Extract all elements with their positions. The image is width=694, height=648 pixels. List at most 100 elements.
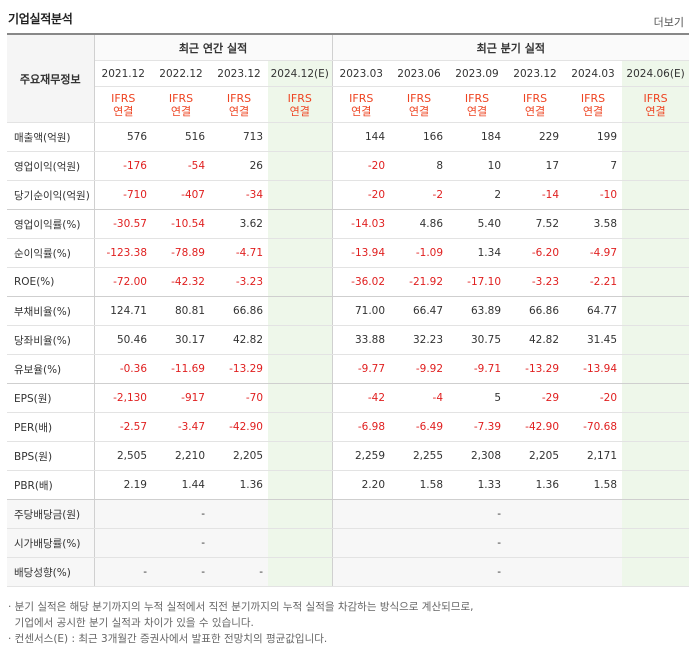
ifrs-top: IFRS: [406, 91, 432, 105]
table-cell: -42.32: [152, 267, 210, 297]
table-cell: [268, 470, 333, 500]
table-cell: 1.33: [448, 470, 507, 500]
ifrs-bottom: 연결: [466, 104, 488, 118]
period-header: 2023.09: [448, 60, 507, 87]
row-label: ROE(%): [7, 267, 95, 297]
table-cell: -176: [94, 151, 152, 181]
table-cell: [622, 412, 690, 442]
table-cell: -: [448, 528, 507, 558]
table-cell: [622, 122, 690, 152]
table-cell: 17: [506, 151, 565, 181]
period-header: 2024.03: [564, 60, 623, 87]
ifrs-bottom: 연결: [228, 104, 250, 118]
financial-table: 주요재무정보 최근 연간 실적 최근 분기 실적 2021.12 2022.12 2…: [7, 33, 690, 587]
table-cell: 1.44: [152, 470, 210, 500]
table-cell: [210, 528, 268, 558]
table-cell: -407: [152, 180, 210, 210]
table-cell: [332, 557, 391, 587]
table-cell: 5.40: [448, 209, 507, 239]
ifrs-label: IFRS 연결: [94, 86, 152, 123]
table-cell: [268, 354, 333, 384]
table-cell: 2: [448, 180, 507, 210]
period-header: 2023.03: [332, 60, 391, 87]
row-label: 매출액(억원): [7, 122, 95, 152]
table-cell: -54: [152, 151, 210, 181]
ifrs-bottom: 연결: [113, 104, 134, 118]
row-label: 유보율(%): [7, 354, 95, 384]
table-row: 순이익률(%) -123.38 -78.89 -4.71 -13.94 -1.09 1.34…: [7, 238, 690, 268]
table-row: 당기순이익(억원) -710 -407 -34 -20 -2 2 -14 -10: [7, 180, 690, 210]
table-cell: -: [448, 557, 507, 587]
table-cell: -30.57: [94, 209, 152, 239]
table-row: PBR(배) 2.19 1.44 1.36 2.20 1.58 1.33 1.36 1.58: [7, 470, 690, 500]
ifrs-bottom: 연결: [582, 104, 604, 118]
more-link[interactable]: 더보기: [653, 16, 684, 29]
table-cell: -7.39: [448, 412, 507, 442]
table-cell: -17.10: [448, 267, 507, 297]
table-cell: 71.00: [332, 296, 391, 326]
table-cell: [622, 296, 690, 326]
ifrs-top: IFRS: [643, 91, 668, 105]
period-header: 2024.06(E): [622, 60, 690, 87]
table-cell: [332, 499, 391, 529]
table-cell: 3.58: [564, 209, 623, 239]
table-cell: 2.19: [94, 470, 152, 500]
table-cell: -: [152, 557, 210, 587]
table-cell: -123.38: [94, 238, 152, 268]
ifrs-label: IFRS 연결: [268, 86, 333, 123]
table-cell: 713: [210, 122, 268, 152]
section-header: 기업실적분석 더보기: [8, 8, 686, 30]
ifrs-label: IFRS 연결: [210, 86, 268, 123]
table-cell: 2,205: [210, 441, 268, 471]
table-cell: 8: [390, 151, 449, 181]
table-cell: 5: [448, 383, 507, 413]
table-cell: -20: [332, 180, 391, 210]
table-cell: 184: [448, 122, 507, 152]
table-cell: -: [94, 557, 152, 587]
table-cell: [564, 499, 623, 529]
table-cell: 2,505: [94, 441, 152, 471]
table-cell: -: [448, 499, 507, 529]
table-cell: [332, 528, 391, 558]
table-cell: -0.36: [94, 354, 152, 384]
table-cell: 66.86: [210, 296, 268, 326]
table-cell: -2.57: [94, 412, 152, 442]
table-cell: 3.62: [210, 209, 268, 239]
ifrs-bottom: 연결: [351, 104, 372, 118]
ifrs-label: IFRS 연결: [332, 86, 391, 123]
table-cell: -917: [152, 383, 210, 413]
table-cell: -78.89: [152, 238, 210, 268]
table-cell: [564, 528, 623, 558]
table-cell: [390, 557, 449, 587]
table-cell: [268, 528, 333, 558]
table-cell: 80.81: [152, 296, 210, 326]
table-cell: 1.36: [210, 470, 268, 500]
table-cell: -9.92: [390, 354, 449, 384]
period-header: 2023.12: [210, 60, 268, 87]
table-cell: -10.54: [152, 209, 210, 239]
table-cell: 1.34: [448, 238, 507, 268]
row-label: 당기순이익(억원): [7, 180, 95, 210]
table-cell: [564, 557, 623, 587]
table-row: 영업이익률(%) -30.57 -10.54 3.62 -14.03 4.86 5.40 7.…: [7, 209, 690, 239]
table-cell: -710: [94, 180, 152, 210]
table-cell: [210, 499, 268, 529]
table-cell: [268, 180, 333, 210]
table-cell: 66.86: [506, 296, 565, 326]
table-cell: -13.29: [210, 354, 268, 384]
ifrs-label: IFRS 연결: [448, 86, 507, 123]
table-cell: -2.21: [564, 267, 623, 297]
table-cell: [622, 267, 690, 297]
table-row: EPS(원) -2,130 -917 -70 -42 -4 5 -29 -20: [7, 383, 690, 413]
table-cell: -20: [564, 383, 623, 413]
table-cell: 66.47: [390, 296, 449, 326]
table-cell: 63.89: [448, 296, 507, 326]
table-row: PER(배) -2.57 -3.47 -42.90 -6.98 -6.49 -7.39 -42…: [7, 412, 690, 442]
table-cell: -42: [332, 383, 391, 413]
table-cell: 576: [94, 122, 152, 152]
quarter-group-header: 최근 분기 실적: [332, 33, 690, 61]
ifrs-bottom: 연결: [170, 104, 192, 118]
table-row: 영업이익(억원) -176 -54 26 -20 8 10 17 7: [7, 151, 690, 181]
ifrs-top: IFRS: [464, 91, 490, 105]
table-cell: -20: [332, 151, 391, 181]
